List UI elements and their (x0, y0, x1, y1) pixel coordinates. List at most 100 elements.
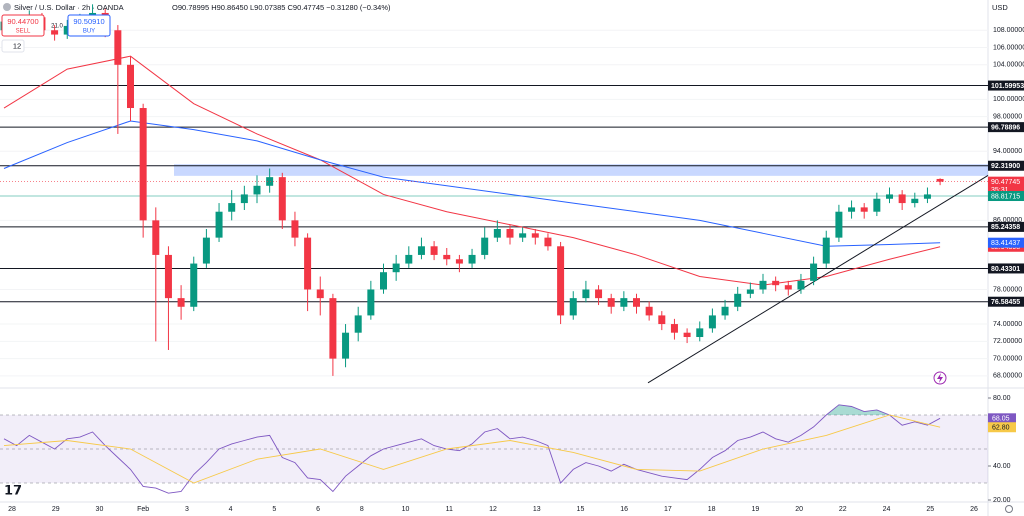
level-label-box (988, 122, 1024, 133)
candle-body (784, 285, 792, 290)
level-label: 85.24358 (991, 224, 1020, 231)
alert-bolt (937, 373, 943, 383)
level-label-box (988, 160, 1024, 171)
level-label-box (988, 263, 1024, 274)
candle-body (481, 237, 489, 255)
x-tick-label: 6 (316, 506, 320, 513)
rsi-tick-label: 40.00 (993, 463, 1011, 470)
candle-body (253, 185, 261, 195)
ma-label-box (988, 237, 1024, 248)
x-tick-label: 5 (272, 506, 276, 513)
rsi-line (3, 404, 941, 494)
price-label-box (988, 176, 1024, 195)
plot-layer: 108.00000 106.00000 104.00000 100.00000 98.0… (0, 4, 1024, 513)
candle-body (746, 289, 754, 294)
candle-body (443, 254, 451, 260)
x-tick-label: 26 (970, 506, 978, 513)
ma-label: 83.41437 (991, 240, 1020, 247)
currency: USD (992, 3, 1008, 12)
candle-body (582, 289, 590, 299)
indicator-box[interactable] (1, 39, 25, 53)
y-tick-label: 94.00000 (993, 148, 1022, 155)
x-tick-label: 15 (577, 506, 585, 513)
y-tick-label: 70.00000 (993, 355, 1022, 362)
indicator-toggle[interactable]: 12 (1, 39, 25, 53)
x-tick-label: 3 (185, 506, 189, 513)
y-tick-label: 108.00000 (993, 27, 1024, 34)
candle-body (304, 237, 312, 290)
sell-box[interactable] (1, 14, 45, 37)
alert-icon[interactable] (933, 371, 947, 385)
price-label: 90.47745 (991, 179, 1020, 186)
candle-body (683, 332, 691, 338)
candle-body (607, 298, 615, 307)
trendline (647, 174, 989, 384)
sell-price[interactable]: 90.44700 (7, 17, 38, 26)
sell-label[interactable]: SELL (16, 29, 31, 35)
candle-body (291, 220, 299, 238)
indicator-count[interactable]: 12 (13, 41, 21, 50)
symbol-icon (3, 3, 11, 11)
x-tick-label: 25 (926, 506, 934, 513)
x-tick-label: 29 (52, 506, 60, 513)
candle-body (316, 289, 324, 299)
y-tick-label: 98.00000 (993, 114, 1022, 121)
level-label-box (988, 80, 1024, 91)
x-tick-label: 17 (664, 506, 672, 513)
buy-box[interactable] (67, 14, 111, 37)
candle-body (152, 220, 160, 255)
rsi-overbought-fill (826, 404, 890, 415)
candle-body (240, 194, 248, 204)
candle-body (696, 328, 704, 338)
candle-body (569, 298, 577, 316)
candle-body (911, 198, 919, 204)
candle-body (519, 233, 527, 238)
candle-body (354, 315, 362, 333)
candle-body (455, 259, 463, 264)
level-label: 80.43301 (991, 266, 1020, 273)
logo: 𝟭𝟳 (4, 482, 22, 497)
x-tick-label: Feb (137, 506, 149, 513)
y-tick-label: 100.00000 (993, 96, 1024, 103)
buy-label[interactable]: BUY (83, 29, 95, 35)
candle-body (228, 203, 236, 212)
candle-body (190, 263, 198, 307)
candle-body (506, 228, 514, 238)
candle-body (595, 289, 603, 299)
y-tick-label: 74.00000 (993, 321, 1022, 328)
level-label: 101.59953 (991, 83, 1024, 90)
settings-icon[interactable] (1005, 505, 1013, 513)
candle-body (266, 177, 274, 186)
candle-body (278, 177, 286, 221)
x-tick-label: 20 (795, 506, 803, 513)
candle-body (708, 315, 716, 329)
candle-body (658, 315, 666, 325)
candle-body (430, 246, 438, 255)
candle-body (215, 211, 223, 238)
buy-button[interactable]: 90.50910 BUY (67, 14, 111, 37)
candle-body (164, 254, 172, 299)
candle-body (670, 324, 678, 333)
level-label-box (988, 296, 1024, 307)
candle-body (367, 289, 375, 316)
candle-body (633, 298, 640, 307)
candle-body (127, 64, 134, 109)
candle-body (810, 263, 818, 281)
x-tick-label: 24 (883, 506, 891, 513)
x-tick-label: 8 (360, 506, 364, 513)
x-tick-label: 19 (751, 506, 759, 513)
candle-body (797, 280, 805, 290)
candle-body (380, 272, 387, 290)
countdown: 35:31 (991, 187, 1009, 194)
x-tick-label: 30 (96, 506, 104, 513)
candle-body (139, 108, 147, 221)
candle-body (848, 207, 856, 212)
rsi-ma-line (3, 414, 941, 484)
rsi-label: 68.05 (992, 416, 1010, 423)
buy-price[interactable]: 90.50910 (73, 17, 104, 26)
moving-average (3, 55, 941, 286)
candle-body (620, 298, 628, 307)
candle-body (557, 246, 565, 316)
sell-button[interactable]: 90.44700 SELL (1, 14, 45, 37)
symbol-title: Silver / U.S. Dollar · 2h · OANDA (14, 3, 124, 12)
